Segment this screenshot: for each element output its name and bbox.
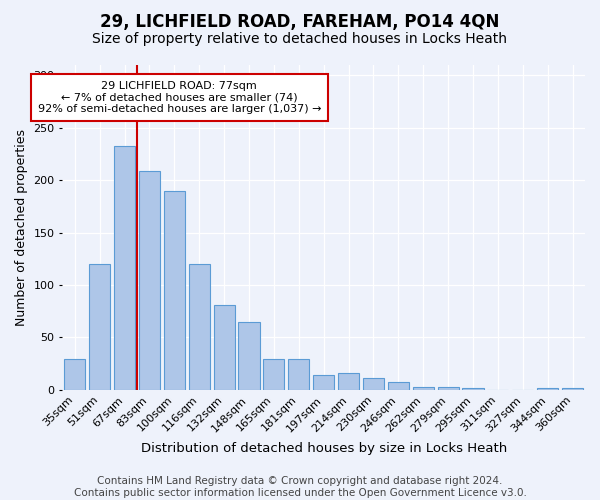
Bar [537, 388, 558, 390]
Bar [413, 386, 434, 390]
Bar [288, 360, 310, 390]
Bar [188, 264, 210, 390]
Bar [388, 382, 409, 390]
Bar [139, 171, 160, 390]
Text: Contains HM Land Registry data © Crown copyright and database right 2024.
Contai: Contains HM Land Registry data © Crown c… [74, 476, 526, 498]
Bar [238, 322, 260, 390]
Bar [437, 386, 458, 390]
Bar [338, 373, 359, 390]
Bar [363, 378, 384, 390]
Bar [64, 360, 85, 390]
Y-axis label: Number of detached properties: Number of detached properties [15, 129, 28, 326]
Bar [463, 388, 484, 390]
Text: 29, LICHFIELD ROAD, FAREHAM, PO14 4QN: 29, LICHFIELD ROAD, FAREHAM, PO14 4QN [100, 12, 500, 30]
Text: Size of property relative to detached houses in Locks Heath: Size of property relative to detached ho… [92, 32, 508, 46]
X-axis label: Distribution of detached houses by size in Locks Heath: Distribution of detached houses by size … [140, 442, 507, 455]
Bar [313, 375, 334, 390]
Bar [89, 264, 110, 390]
Bar [164, 190, 185, 390]
Bar [214, 305, 235, 390]
Text: 29 LICHFIELD ROAD: 77sqm
← 7% of detached houses are smaller (74)
92% of semi-de: 29 LICHFIELD ROAD: 77sqm ← 7% of detache… [38, 80, 321, 114]
Bar [114, 146, 135, 390]
Bar [263, 360, 284, 390]
Bar [562, 388, 583, 390]
